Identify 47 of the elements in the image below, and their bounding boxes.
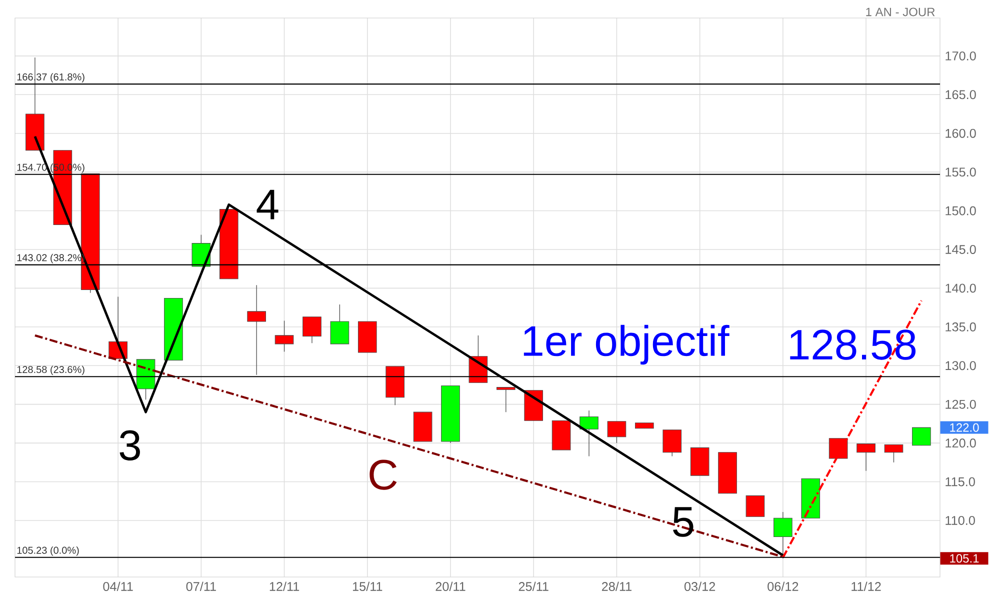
y-tick-label: 130.0 bbox=[946, 361, 976, 370]
y-tick-label: 160.0 bbox=[946, 128, 976, 138]
candlestick bbox=[856, 443, 876, 472]
y-tick-label: 165.0 bbox=[946, 90, 976, 100]
x-tick-label: 20/11 bbox=[436, 582, 466, 591]
candlestick bbox=[912, 427, 931, 446]
candlestick bbox=[746, 495, 765, 517]
annotation: C bbox=[370, 460, 397, 490]
annotation: 3 bbox=[120, 430, 140, 460]
ref-line-label: 105.23 (0.0%) bbox=[17, 546, 79, 556]
ref-line-label: 128.58 (23.6%) bbox=[17, 366, 84, 376]
y-tick-label: 170.0 bbox=[946, 51, 976, 60]
x-tick-label: 03/12 bbox=[684, 582, 716, 591]
candlestick bbox=[580, 410, 598, 457]
x-tick-label: 28/11 bbox=[602, 582, 632, 591]
annotation: 4 bbox=[256, 190, 278, 220]
y-tick-label: 150.0 bbox=[946, 206, 976, 216]
candlestick bbox=[274, 320, 294, 352]
y-tick-label: 120.0 bbox=[946, 438, 976, 448]
candlestick bbox=[496, 386, 516, 412]
text: 105.1 bbox=[950, 554, 979, 563]
annotation: 1er objectif bbox=[524, 324, 730, 365]
candlestick bbox=[302, 316, 322, 344]
x-tick-label: 15/11 bbox=[352, 582, 382, 591]
x-tick-label: 11/12 bbox=[852, 582, 881, 591]
candlestick bbox=[884, 444, 904, 463]
candlestick bbox=[247, 284, 266, 376]
candlestick bbox=[607, 421, 626, 444]
candlestick bbox=[330, 304, 350, 344]
x-tick-label: 04/11 bbox=[103, 582, 133, 591]
y-tick-label: 135.0 bbox=[946, 322, 976, 332]
y-tick-label: 115.0 bbox=[946, 477, 975, 486]
candlestick bbox=[774, 512, 792, 559]
annotation: 128.58 bbox=[790, 330, 916, 360]
y-tick-label: 110.0 bbox=[946, 516, 975, 525]
x-tick-label: 06/12 bbox=[768, 582, 798, 591]
y-tick-label: 155.0 bbox=[946, 168, 976, 177]
y-tick-label: 125.0 bbox=[946, 400, 976, 409]
candlestick bbox=[828, 438, 848, 459]
y-tick-label: 145.0 bbox=[946, 245, 976, 254]
x-tick-label: 25/11 bbox=[518, 582, 548, 591]
x-tick-label: 07/11 bbox=[186, 582, 216, 591]
x-tick-label: 12/11 bbox=[270, 582, 300, 591]
candlestick bbox=[662, 430, 682, 457]
chart-subtitle: 1 AN - JOUR bbox=[866, 8, 935, 16]
y-tick-label: 140.0 bbox=[946, 284, 976, 293]
text: 122.0 bbox=[950, 423, 979, 432]
